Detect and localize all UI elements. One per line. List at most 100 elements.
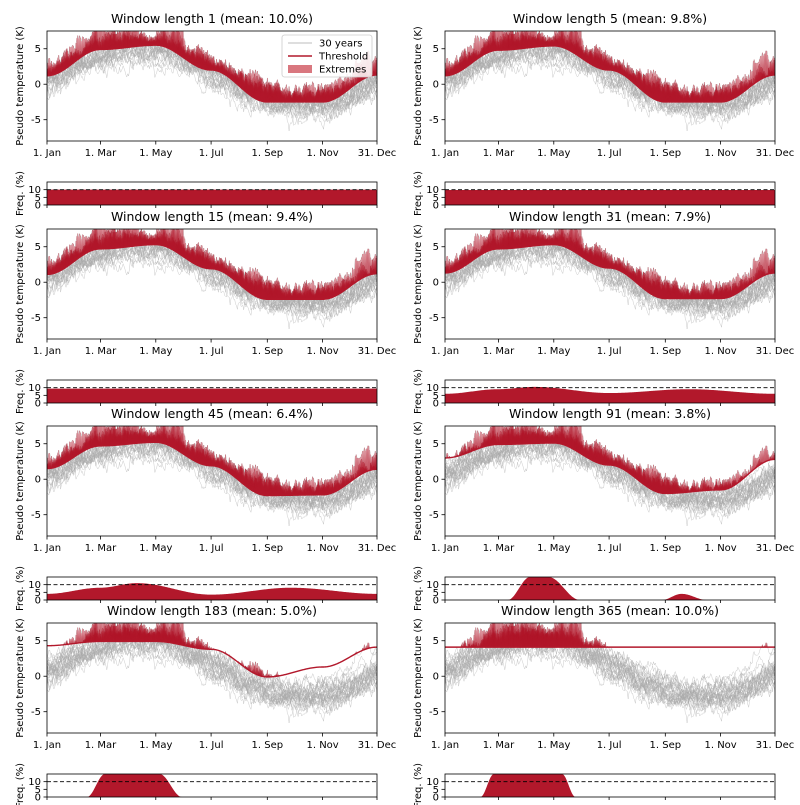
panel-title: Window length 183 (mean: 5.0%) [107, 603, 317, 618]
main-xtick-label: 1. Mar [85, 148, 117, 159]
threshold-line [47, 44, 377, 103]
main-xtick-label: 1. Mar [483, 148, 515, 159]
threshold-line [47, 640, 377, 678]
main-xtick-label: 1. Mar [85, 543, 117, 554]
freq-ytick-label: 10 [28, 383, 41, 394]
year-series-26 [445, 439, 775, 511]
freq-ytick-label: 5 [433, 391, 439, 402]
legend: 30 years Threshold Extremes [281, 34, 373, 78]
main-xtick-label: 1. May [537, 148, 570, 159]
main-xtick-label: 1. Jan [33, 543, 61, 554]
panel-title: Window length 31 (mean: 7.9%) [509, 209, 711, 224]
frequency-area [47, 583, 377, 600]
main-ylabel: Pseudo temperature (K) [413, 224, 424, 344]
frequency-area [47, 189, 377, 205]
main-ytick-label: 0 [35, 278, 41, 289]
main-xtick-label: 1. May [537, 346, 570, 357]
freq-ytick-label: 10 [426, 383, 439, 394]
main-ytick-label: 5 [433, 44, 439, 55]
main-xtick-label: 1. Jul [199, 543, 224, 554]
year-series-28 [445, 237, 775, 328]
freq-ytick-label: 0 [433, 399, 439, 410]
main-xtick-label: 1. Nov [704, 543, 736, 554]
main-axes-frame [444, 425, 776, 537]
main-ylabel: Pseudo temperature (K) [413, 618, 424, 738]
freq-ytick-label: 10 [426, 580, 439, 591]
main-xtick-label: 1. Mar [85, 740, 117, 751]
freq-axes-frame [46, 773, 378, 798]
main-xtick-label: 1. Jan [33, 148, 61, 159]
legend-entry-2: Threshold [318, 52, 368, 63]
main-xtick-label: 1. Sep [252, 148, 284, 159]
main-plot-area [47, 623, 377, 724]
panel-title: Window length 365 (mean: 10.0%) [501, 603, 719, 618]
year-series-26 [47, 636, 377, 708]
freq-plot-area [47, 774, 377, 797]
main-xtick-label: 1. Jul [597, 740, 622, 751]
main-ytick-label: -5 [31, 313, 41, 324]
freq-plot-area [47, 189, 377, 205]
main-ytick-label: 5 [433, 439, 439, 450]
main-xtick-label: 31. Dec [358, 740, 396, 751]
freq-ytick-label: 0 [35, 793, 41, 804]
main-xtick-label: 1. Nov [306, 148, 338, 159]
freq-ytick-label: 5 [35, 588, 41, 599]
panel-title: Window length 1 (mean: 10.0%) [111, 11, 313, 26]
freq-ylabel: Freq. (%) [413, 369, 424, 414]
main-ytick-label: -5 [31, 115, 41, 126]
year-series-28 [47, 631, 377, 722]
freq-ylabel: Freq. (%) [15, 763, 26, 805]
main-ytick-label: 0 [35, 672, 41, 683]
frequency-area [47, 388, 377, 403]
main-axes-frame [46, 30, 378, 142]
main-xtick-label: 1. Mar [85, 346, 117, 357]
freq-axes-frame [444, 576, 776, 601]
main-ytick-label: -5 [31, 707, 41, 718]
main-axes-frame [444, 228, 776, 340]
frequency-area [445, 774, 775, 797]
freq-plot-area [445, 189, 775, 205]
year-series-11 [47, 626, 377, 713]
main-xtick-label: 1. Nov [306, 346, 338, 357]
main-ytick-label: 0 [433, 278, 439, 289]
main-plot-area [445, 426, 775, 527]
freq-axes-frame [46, 379, 378, 404]
main-ytick-label: -5 [429, 313, 439, 324]
main-ylabel: Pseudo temperature (K) [15, 421, 26, 541]
frequency-area [445, 189, 775, 205]
freq-ylabel: Freq. (%) [15, 566, 26, 611]
main-xtick-label: 1. Mar [483, 543, 515, 554]
main-xtick-label: 31. Dec [756, 543, 794, 554]
main-xtick-label: 1. Jan [431, 346, 459, 357]
main-ytick-label: -5 [429, 115, 439, 126]
main-ytick-label: 0 [433, 80, 439, 91]
freq-ytick-label: 0 [433, 201, 439, 212]
main-plot-area [445, 31, 775, 132]
legend-entry-1: 30 years [319, 39, 362, 50]
freq-ylabel: Freq. (%) [15, 369, 26, 414]
main-xtick-label: 1. Nov [704, 346, 736, 357]
main-xtick-label: 1. Sep [252, 346, 284, 357]
freq-axes-frame [444, 379, 776, 404]
main-axes-frame [46, 228, 378, 340]
freq-ytick-label: 0 [433, 596, 439, 607]
main-plot-area [47, 229, 377, 330]
year-series-28 [47, 237, 377, 328]
main-xtick-label: 1. Jul [597, 148, 622, 159]
main-xtick-label: 31. Dec [358, 543, 396, 554]
main-ytick-label: 5 [35, 439, 41, 450]
main-ytick-label: 0 [35, 80, 41, 91]
main-xtick-label: 1. Mar [483, 346, 515, 357]
main-ytick-label: 5 [35, 636, 41, 647]
freq-ylabel: Freq. (%) [15, 171, 26, 216]
main-xtick-label: 1. Jul [199, 346, 224, 357]
panel-title: Window length 91 (mean: 3.8%) [509, 406, 711, 421]
panel-title: Window length 15 (mean: 9.4%) [111, 209, 313, 224]
main-xtick-label: 1. May [139, 346, 172, 357]
freq-ylabel: Freq. (%) [413, 566, 424, 611]
freq-ytick-label: 5 [433, 785, 439, 796]
